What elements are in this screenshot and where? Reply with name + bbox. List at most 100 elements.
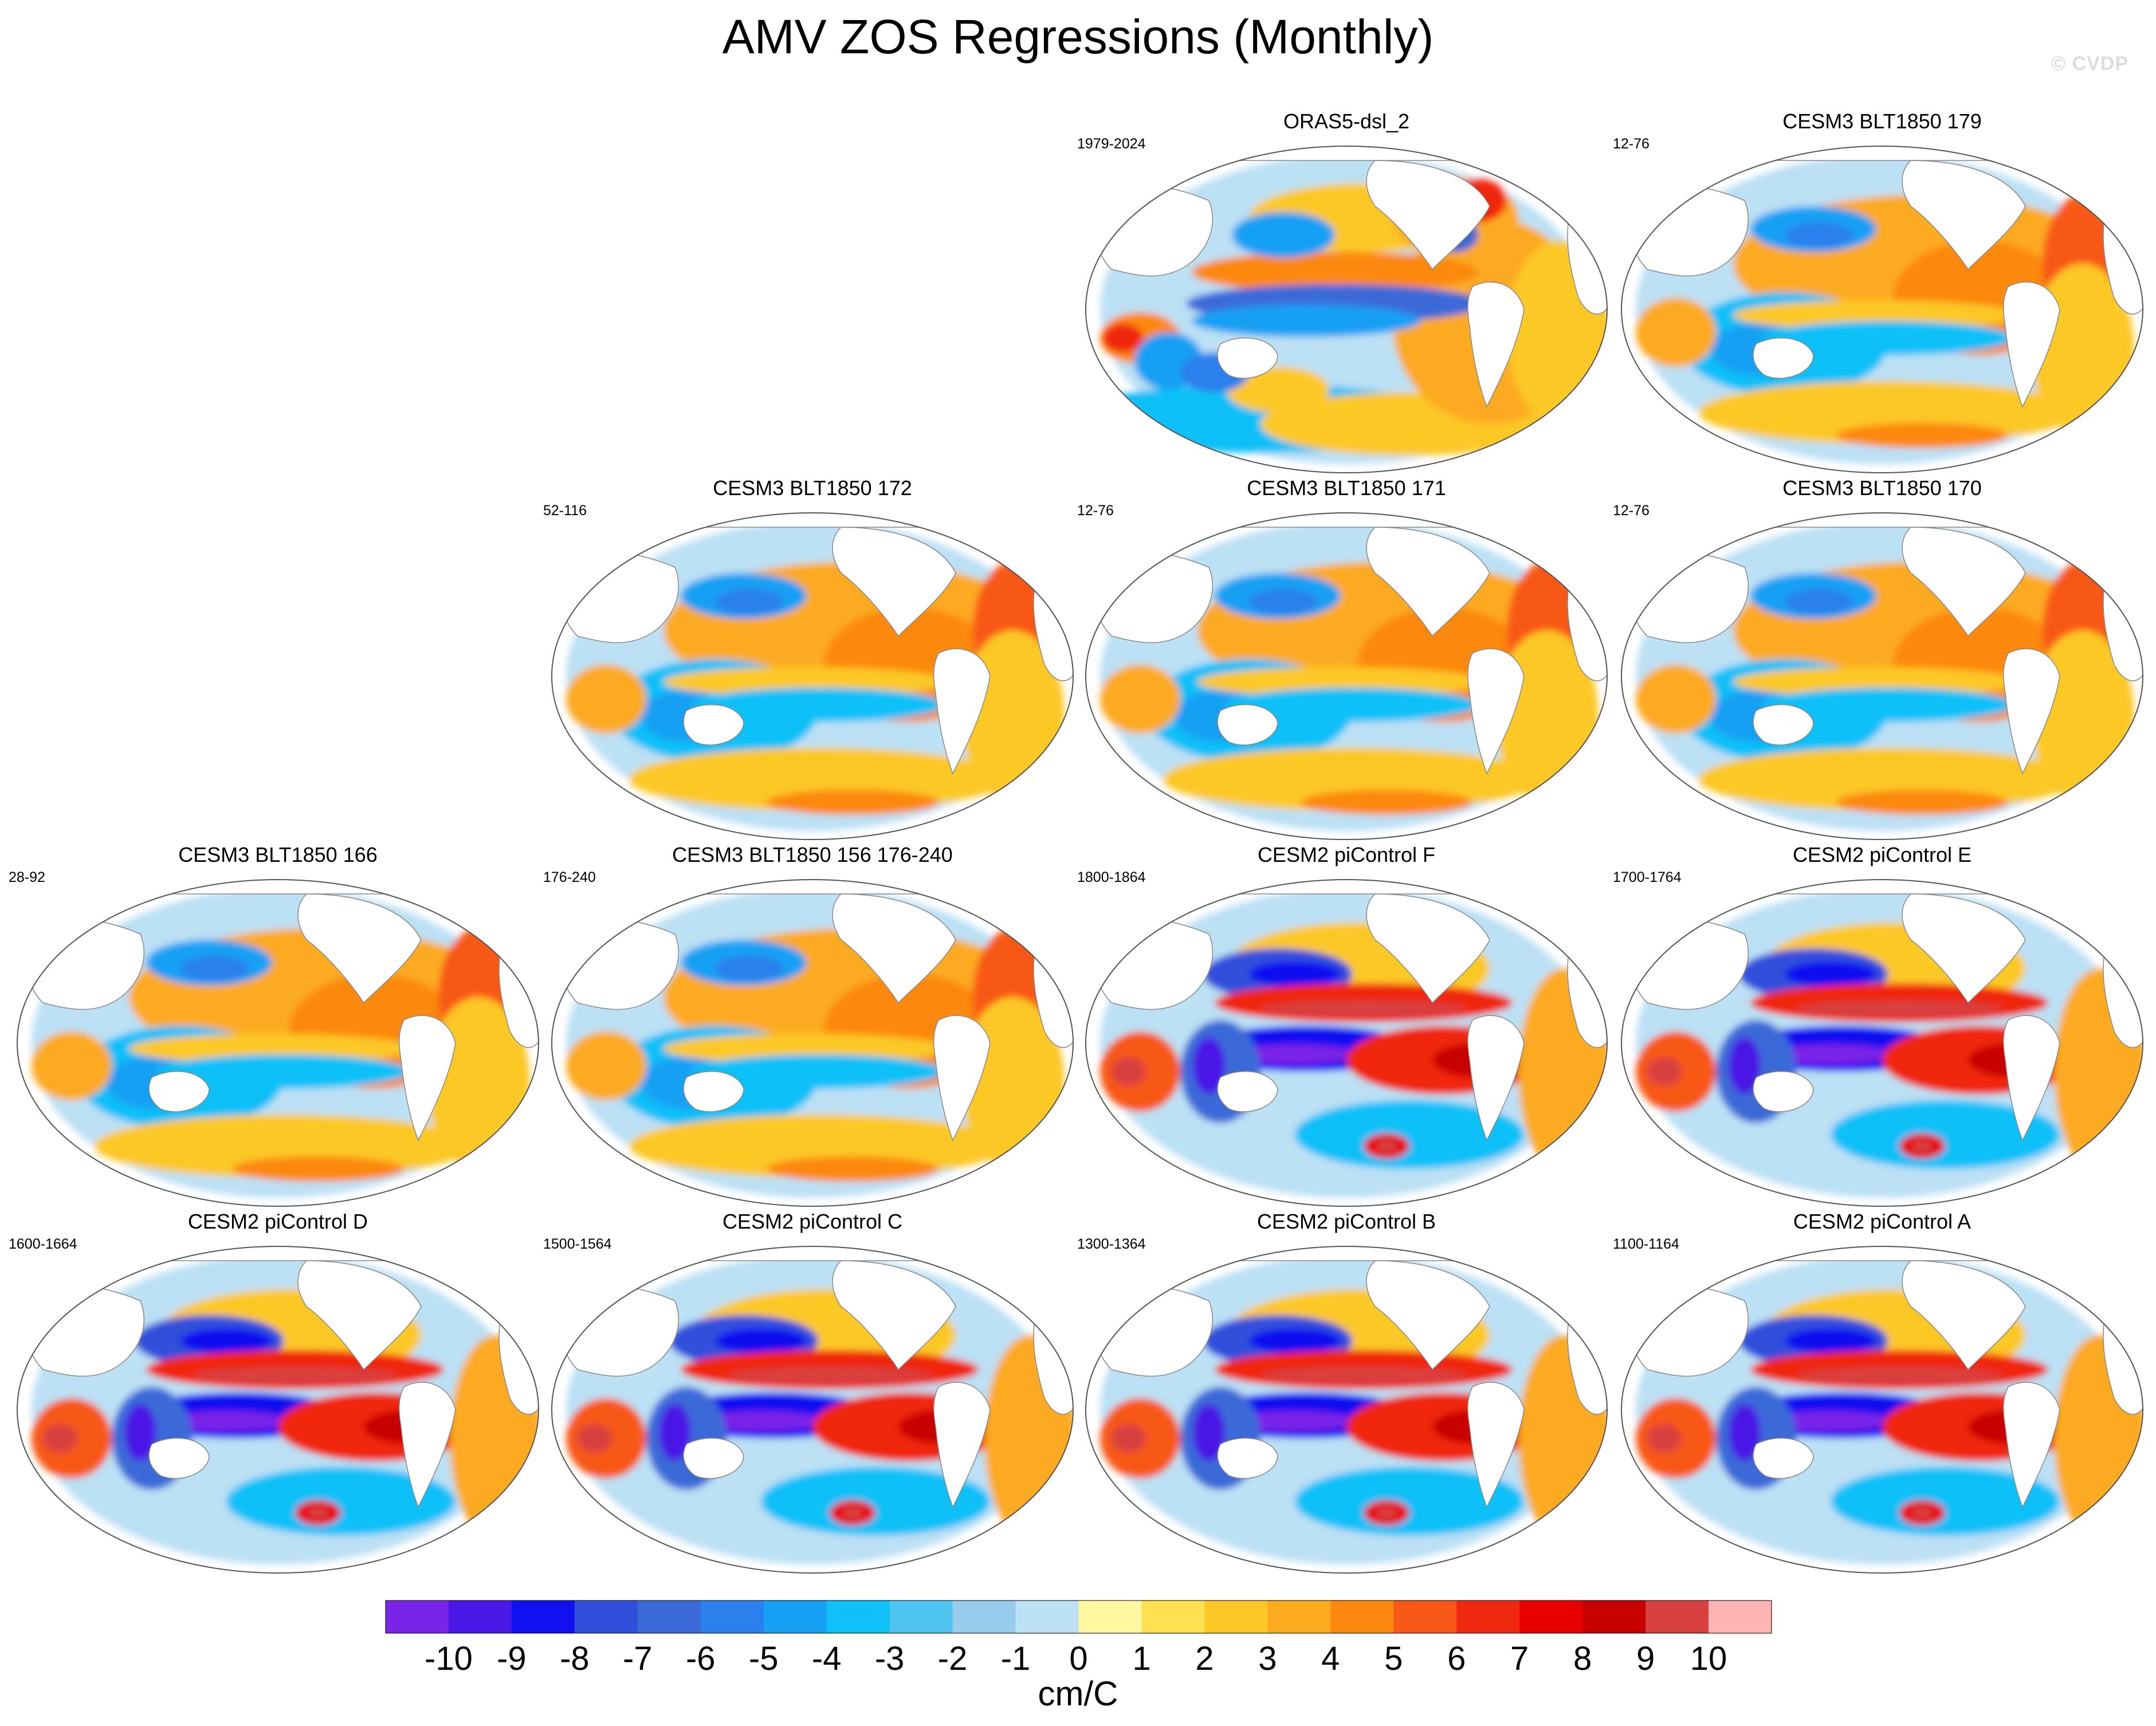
field-blob bbox=[1636, 298, 1716, 367]
field-blob bbox=[1785, 222, 1853, 248]
colorbar-tick-label: 4 bbox=[1321, 1640, 1340, 1677]
panel-title: CESM3 BLT1850 170 bbox=[1782, 476, 1982, 500]
land-mass bbox=[1753, 1070, 1814, 1112]
field-blob bbox=[1785, 589, 1853, 614]
field-blob bbox=[1376, 1507, 1397, 1519]
land-mass bbox=[1621, 513, 2143, 528]
field-blob bbox=[129, 1034, 415, 1064]
field-blob bbox=[1295, 1467, 1524, 1536]
field-blob bbox=[761, 1467, 990, 1536]
land-mass bbox=[683, 1437, 744, 1479]
land-mass bbox=[1902, 160, 2026, 270]
field-blob bbox=[1193, 1037, 1225, 1095]
field-blob bbox=[163, 1411, 289, 1431]
colorbar-tick-label: 6 bbox=[1447, 1640, 1466, 1677]
land-mass bbox=[1086, 1246, 1607, 1261]
map-panel: CESM2 piControl A 1100-1164 bbox=[1613, 1209, 2151, 1587]
field-blob bbox=[1912, 1507, 1933, 1519]
colorbar-tick-label: -10 bbox=[425, 1640, 473, 1677]
field-blob bbox=[1647, 1424, 1682, 1453]
panel-title: CESM2 piControl F bbox=[1257, 843, 1436, 866]
field-blob bbox=[1796, 1367, 2002, 1383]
land-mass bbox=[1467, 648, 1525, 775]
colorbar-tick-label: -7 bbox=[623, 1640, 653, 1677]
field-blob bbox=[158, 1054, 410, 1089]
land-mass bbox=[1902, 893, 2026, 1004]
field-blob bbox=[1733, 667, 2020, 697]
field-blob bbox=[1192, 305, 1421, 337]
panel-period: 1700-1764 bbox=[1613, 869, 1682, 885]
map-field bbox=[1085, 879, 1608, 1207]
panel-title: CESM2 piControl E bbox=[1792, 843, 1972, 866]
panel-period: 12-76 bbox=[1613, 503, 1650, 519]
colorbar-swatch bbox=[1204, 1601, 1268, 1633]
field-blob bbox=[1103, 324, 1143, 352]
field-blob bbox=[1249, 1328, 1341, 1354]
land-mass bbox=[1621, 880, 2143, 895]
panel-title: CESM3 BLT1850 172 bbox=[713, 476, 912, 500]
colorbar-swatch bbox=[574, 1601, 638, 1633]
field-blob bbox=[1831, 1467, 2060, 1536]
panel-title: CESM3 BLT1850 171 bbox=[1247, 476, 1446, 500]
panel-title: CESM3 BLT1850 166 bbox=[178, 843, 378, 866]
field-blob bbox=[842, 1507, 863, 1519]
map-border bbox=[551, 1246, 1074, 1574]
colorbar-tick-label: 0 bbox=[1069, 1640, 1088, 1677]
field-blob bbox=[692, 688, 944, 722]
field-blob bbox=[566, 665, 646, 733]
map-border bbox=[1621, 146, 2143, 473]
land-mass bbox=[1467, 281, 1525, 408]
colorbar-swatch bbox=[637, 1601, 701, 1633]
land-mass bbox=[1217, 337, 1278, 379]
field-blob bbox=[180, 1328, 272, 1354]
colorbar-tick-label: 2 bbox=[1195, 1640, 1214, 1677]
map-border bbox=[1085, 512, 1608, 840]
field-blob bbox=[1193, 1404, 1225, 1461]
field-blob bbox=[1785, 1328, 1876, 1354]
panel-title: CESM2 piControl B bbox=[1256, 1210, 1436, 1233]
map-field bbox=[1621, 1246, 2143, 1574]
field-blob bbox=[1762, 688, 2014, 722]
map-field bbox=[1621, 879, 2143, 1207]
colorbar-swatch bbox=[386, 1601, 449, 1633]
map-field bbox=[1085, 512, 1608, 840]
colorbar-tick-label: -5 bbox=[748, 1640, 779, 1677]
field-blob bbox=[308, 1507, 328, 1519]
field-blob bbox=[566, 1031, 646, 1100]
map-border bbox=[17, 879, 539, 1207]
land-mass bbox=[1621, 1246, 2143, 1261]
colorbar-tick-label: -6 bbox=[685, 1640, 716, 1677]
panel-period: 12-76 bbox=[1077, 503, 1114, 519]
field-blob bbox=[1100, 665, 1180, 733]
field-blob bbox=[232, 1156, 404, 1182]
land-mass bbox=[1467, 1015, 1525, 1141]
land-mass bbox=[148, 1437, 210, 1479]
panel-title: ORAS5-dsl_2 bbox=[1283, 109, 1410, 133]
colorbar-swatch bbox=[1393, 1601, 1457, 1633]
field-blob bbox=[43, 1424, 77, 1453]
colorbar-tick-label: 9 bbox=[1636, 1640, 1655, 1677]
field-blob bbox=[1636, 665, 1716, 733]
land-mass bbox=[1467, 1382, 1525, 1508]
panel-period: 1600-1664 bbox=[9, 1236, 77, 1252]
panel-title: CESM2 piControl A bbox=[1793, 1210, 1972, 1233]
map-field bbox=[1085, 146, 1608, 473]
colorbar-swatch bbox=[511, 1601, 575, 1633]
map-panel: CESM3 BLT1850 166 28-92 bbox=[9, 842, 547, 1221]
land-mass bbox=[933, 648, 991, 775]
map-panel: CESM3 BLT1850 156 176-240 176-240 bbox=[543, 842, 1082, 1221]
colorbar-tick-label: 7 bbox=[1510, 1640, 1529, 1677]
land-mass bbox=[832, 527, 956, 637]
land-mass bbox=[1366, 1260, 1490, 1371]
colorbar-tick-label: -1 bbox=[1000, 1640, 1031, 1677]
panel-title: CESM2 piControl D bbox=[187, 1210, 368, 1233]
panel-period: 52-116 bbox=[543, 503, 587, 519]
field-blob bbox=[1785, 962, 1876, 987]
colorbar-tick-label: 5 bbox=[1384, 1640, 1403, 1677]
colorbar-swatch bbox=[700, 1601, 764, 1633]
field-blob bbox=[1768, 1044, 1894, 1065]
map-border bbox=[1621, 1246, 2143, 1574]
panel-period: 1979-2024 bbox=[1077, 136, 1146, 152]
map-field bbox=[551, 512, 1074, 840]
map-panel: CESM2 piControl F 1800-1864 bbox=[1077, 842, 1616, 1221]
